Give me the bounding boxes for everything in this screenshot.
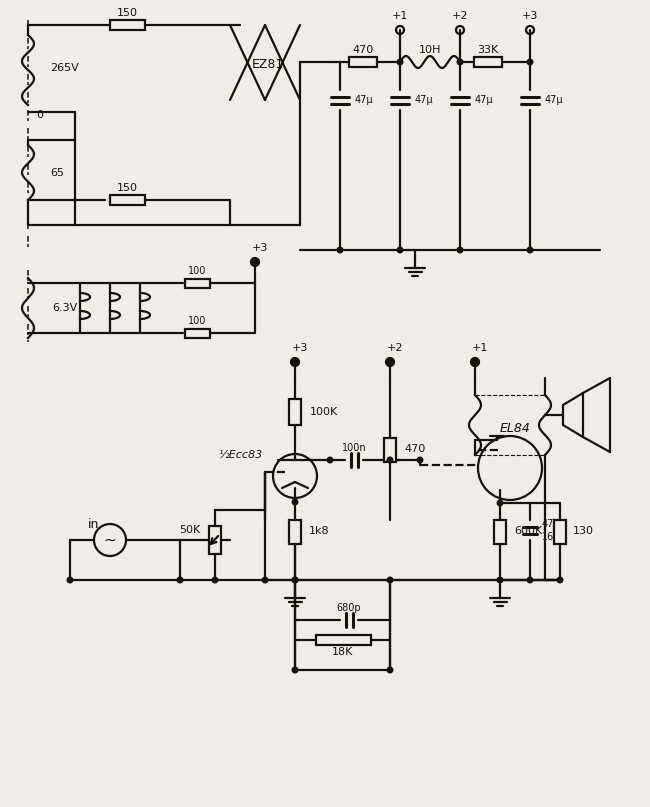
Text: EL84: EL84 — [500, 421, 531, 434]
Text: ~: ~ — [103, 533, 116, 547]
Circle shape — [387, 667, 393, 673]
Circle shape — [497, 500, 503, 506]
Circle shape — [337, 247, 343, 253]
Text: +3: +3 — [292, 343, 308, 353]
Text: EZ81: EZ81 — [252, 58, 284, 72]
Bar — [109, 195, 144, 205]
Circle shape — [252, 259, 258, 265]
Circle shape — [292, 667, 298, 673]
Circle shape — [292, 359, 298, 365]
Bar — [289, 399, 301, 425]
Text: 265V: 265V — [50, 63, 79, 73]
Bar — [349, 57, 377, 67]
Text: in: in — [88, 517, 99, 530]
Bar — [384, 438, 396, 462]
Text: 50K: 50K — [179, 525, 200, 535]
Text: 47μ: 47μ — [545, 95, 564, 105]
Circle shape — [387, 577, 393, 583]
Circle shape — [497, 577, 503, 583]
Text: 33K: 33K — [477, 45, 499, 55]
Bar — [474, 57, 502, 67]
Text: 65: 65 — [50, 168, 64, 178]
Circle shape — [527, 577, 533, 583]
Text: 18K: 18K — [332, 647, 354, 657]
Text: 100n: 100n — [342, 443, 367, 453]
Bar — [185, 328, 209, 337]
Text: 150: 150 — [116, 183, 138, 193]
Circle shape — [67, 577, 73, 583]
Text: 16V: 16V — [542, 532, 561, 542]
Bar — [185, 278, 209, 287]
Text: 6.3V: 6.3V — [52, 303, 77, 313]
Circle shape — [472, 359, 478, 365]
Circle shape — [387, 359, 393, 365]
Text: 0: 0 — [36, 110, 43, 120]
Text: 130: 130 — [573, 526, 594, 536]
Bar — [209, 526, 221, 554]
Bar — [554, 520, 566, 544]
Text: 470μ: 470μ — [542, 519, 567, 529]
Text: +3: +3 — [522, 11, 538, 21]
Circle shape — [527, 247, 533, 253]
Circle shape — [457, 247, 463, 253]
Text: +2: +2 — [452, 11, 468, 21]
Circle shape — [397, 59, 403, 65]
Circle shape — [177, 577, 183, 583]
Bar — [109, 20, 144, 30]
Circle shape — [557, 577, 563, 583]
Circle shape — [397, 247, 403, 253]
Text: +1: +1 — [392, 11, 408, 21]
Text: 680p: 680p — [337, 603, 361, 613]
Text: 150: 150 — [116, 8, 138, 18]
Circle shape — [387, 458, 393, 462]
Text: 47μ: 47μ — [475, 95, 493, 105]
Circle shape — [417, 458, 422, 462]
Bar — [494, 520, 506, 544]
Text: 470: 470 — [404, 444, 425, 454]
Circle shape — [292, 577, 298, 583]
Text: 100: 100 — [188, 316, 206, 326]
Text: ½Ecc83: ½Ecc83 — [218, 450, 262, 460]
Bar — [289, 520, 301, 544]
Text: 1k8: 1k8 — [309, 526, 330, 536]
Circle shape — [262, 577, 268, 583]
Circle shape — [292, 577, 298, 583]
Text: 47μ: 47μ — [415, 95, 434, 105]
Text: 470: 470 — [352, 45, 374, 55]
Circle shape — [457, 59, 463, 65]
Text: +2: +2 — [387, 343, 403, 353]
Circle shape — [212, 577, 218, 583]
Text: 100K: 100K — [310, 407, 338, 417]
Text: 47μ: 47μ — [355, 95, 374, 105]
Circle shape — [292, 500, 298, 505]
Text: 600K: 600K — [514, 526, 542, 536]
Circle shape — [327, 458, 333, 462]
Text: +3: +3 — [252, 243, 268, 253]
Text: 100: 100 — [188, 266, 206, 276]
Text: 10H: 10H — [419, 45, 441, 55]
Text: +1: +1 — [472, 343, 488, 353]
Bar — [315, 635, 370, 645]
Circle shape — [527, 59, 533, 65]
